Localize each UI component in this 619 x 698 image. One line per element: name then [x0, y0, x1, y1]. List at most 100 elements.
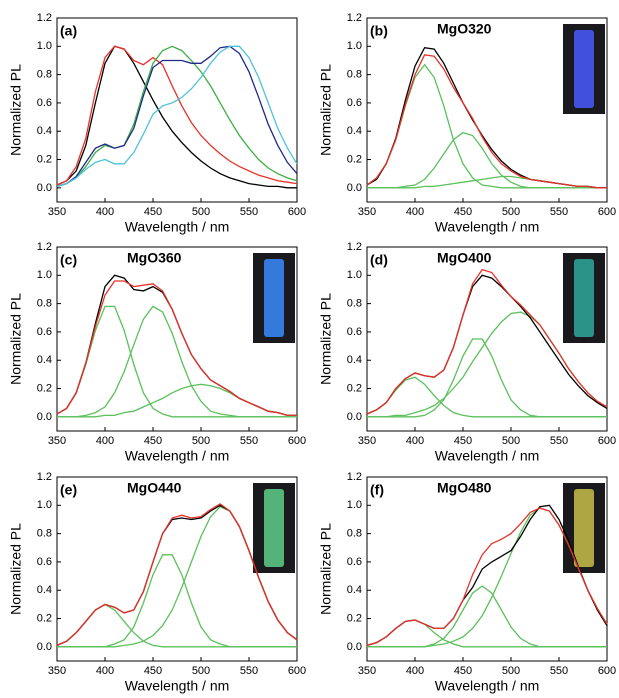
y-tick-label: 0.4	[37, 125, 52, 137]
y-tick-label: 0.0	[347, 411, 362, 423]
y-tick-label: 1.2	[347, 12, 362, 24]
y-tick-label: 1.0	[37, 40, 52, 52]
y-tick-label: 0.0	[37, 411, 52, 423]
x-tick-label: 600	[288, 206, 306, 218]
y-tick-label: 0.4	[347, 354, 362, 366]
y-tick-label: 0.2	[347, 612, 362, 624]
y-tick-label: 1.2	[37, 12, 52, 24]
series-line	[57, 305, 297, 418]
x-tick-label: 600	[598, 435, 616, 447]
series-line	[367, 338, 607, 418]
x-tick-label: 500	[502, 665, 520, 677]
x-tick-label: 550	[240, 206, 258, 218]
y-tick-label: 1.0	[347, 499, 362, 511]
plot-frame	[56, 246, 298, 432]
x-tick-label: 500	[502, 435, 520, 447]
y-tick-label: 0.8	[347, 298, 362, 310]
y-tick-label: 1.0	[37, 499, 52, 511]
x-tick-label: 600	[288, 665, 306, 677]
x-tick-label: 550	[550, 206, 568, 218]
y-tick-label: 1.0	[37, 269, 52, 281]
series-line	[56, 280, 297, 417]
y-tick-label: 1.2	[37, 471, 52, 483]
x-tick-label: 400	[96, 435, 114, 447]
series-line	[56, 603, 297, 648]
series-line	[57, 383, 297, 418]
panel-label: (f)	[370, 482, 384, 498]
x-tick-label: 350	[48, 435, 66, 447]
y-tick-label: 0.2	[37, 612, 52, 624]
panel-annotation: MgO400	[437, 250, 492, 266]
x-tick-label: 550	[550, 665, 568, 677]
series-line	[56, 503, 298, 646]
x-tick-label: 500	[502, 206, 520, 218]
series-line	[366, 619, 607, 648]
x-tick-label: 450	[144, 206, 162, 218]
y-tick-label: 0.6	[347, 326, 362, 338]
inset-vial	[574, 30, 594, 108]
panel-label: (b)	[370, 23, 388, 39]
y-tick-label: 0.0	[347, 641, 362, 653]
y-axis-title: Normalized PL	[318, 523, 334, 615]
y-tick-label: 0.2	[347, 153, 362, 165]
panel-label: (a)	[60, 23, 77, 39]
y-tick-label: 0.0	[37, 182, 52, 194]
y-tick-label: 0.2	[37, 153, 52, 165]
y-tick-label: 0.8	[37, 298, 52, 310]
y-tick-label: 0.4	[347, 584, 362, 596]
panel-annotation: MgO440	[127, 480, 182, 496]
x-tick-label: 350	[358, 665, 376, 677]
y-tick-label: 0.6	[37, 97, 52, 109]
plot-frame	[56, 17, 298, 203]
inset-vial	[574, 259, 594, 337]
inset-vial	[264, 489, 284, 567]
x-tick-label: 350	[48, 665, 66, 677]
x-axis-title: Wavelength / nm	[435, 219, 540, 235]
panel: 350 400 450 500 550 600 0.0 0.2 0.4 0.6 0.8 1.0 1.2 W…	[8, 12, 306, 235]
x-tick-label: 400	[96, 665, 114, 677]
plot-frame	[366, 476, 608, 662]
y-tick-label: 0.8	[347, 69, 362, 81]
y-tick-label: 0.8	[347, 528, 362, 540]
panel: 350 400 450 500 550 600 0.0 0.2 0.4 0.6 0.8 1.0 1.2 W…	[318, 241, 616, 464]
panel: 350 400 450 500 550 600 0.0 0.2 0.4 0.6 0.8 1.0 1.2 W…	[318, 12, 616, 235]
y-tick-label: 1.0	[347, 40, 362, 52]
x-tick-label: 500	[192, 206, 210, 218]
y-tick-label: 0.2	[347, 382, 362, 394]
y-axis-title: Normalized PL	[8, 523, 24, 615]
x-tick-label: 450	[144, 665, 162, 677]
x-tick-label: 400	[96, 206, 114, 218]
series-line	[56, 45, 297, 189]
series-line	[56, 45, 298, 186]
x-tick-label: 450	[454, 206, 472, 218]
series-line	[366, 268, 608, 415]
plot-frame	[56, 476, 298, 662]
y-tick-label: 1.2	[347, 471, 362, 483]
series-line	[367, 131, 607, 189]
series-line	[366, 376, 607, 418]
y-tick-label: 0.6	[347, 97, 362, 109]
y-axis-title: Normalized PL	[318, 64, 334, 156]
panel-label: (c)	[60, 252, 77, 268]
x-tick-label: 350	[48, 206, 66, 218]
x-tick-label: 450	[454, 435, 472, 447]
y-tick-label: 0.4	[37, 584, 52, 596]
panel-label: (e)	[60, 482, 77, 498]
series-line	[366, 54, 607, 189]
y-tick-label: 0.6	[37, 326, 52, 338]
x-tick-label: 600	[598, 206, 616, 218]
plot-frame	[366, 246, 608, 432]
x-tick-label: 550	[550, 435, 568, 447]
x-tick-label: 600	[598, 665, 616, 677]
series-line	[56, 45, 298, 188]
x-tick-label: 450	[144, 435, 162, 447]
x-tick-label: 400	[406, 206, 424, 218]
y-tick-label: 0.6	[347, 556, 362, 568]
x-tick-label: 450	[454, 665, 472, 677]
y-tick-label: 0.6	[37, 556, 52, 568]
x-axis-title: Wavelength / nm	[125, 678, 230, 694]
y-tick-label: 0.8	[37, 69, 52, 81]
x-tick-label: 500	[192, 665, 210, 677]
y-tick-label: 1.0	[347, 269, 362, 281]
